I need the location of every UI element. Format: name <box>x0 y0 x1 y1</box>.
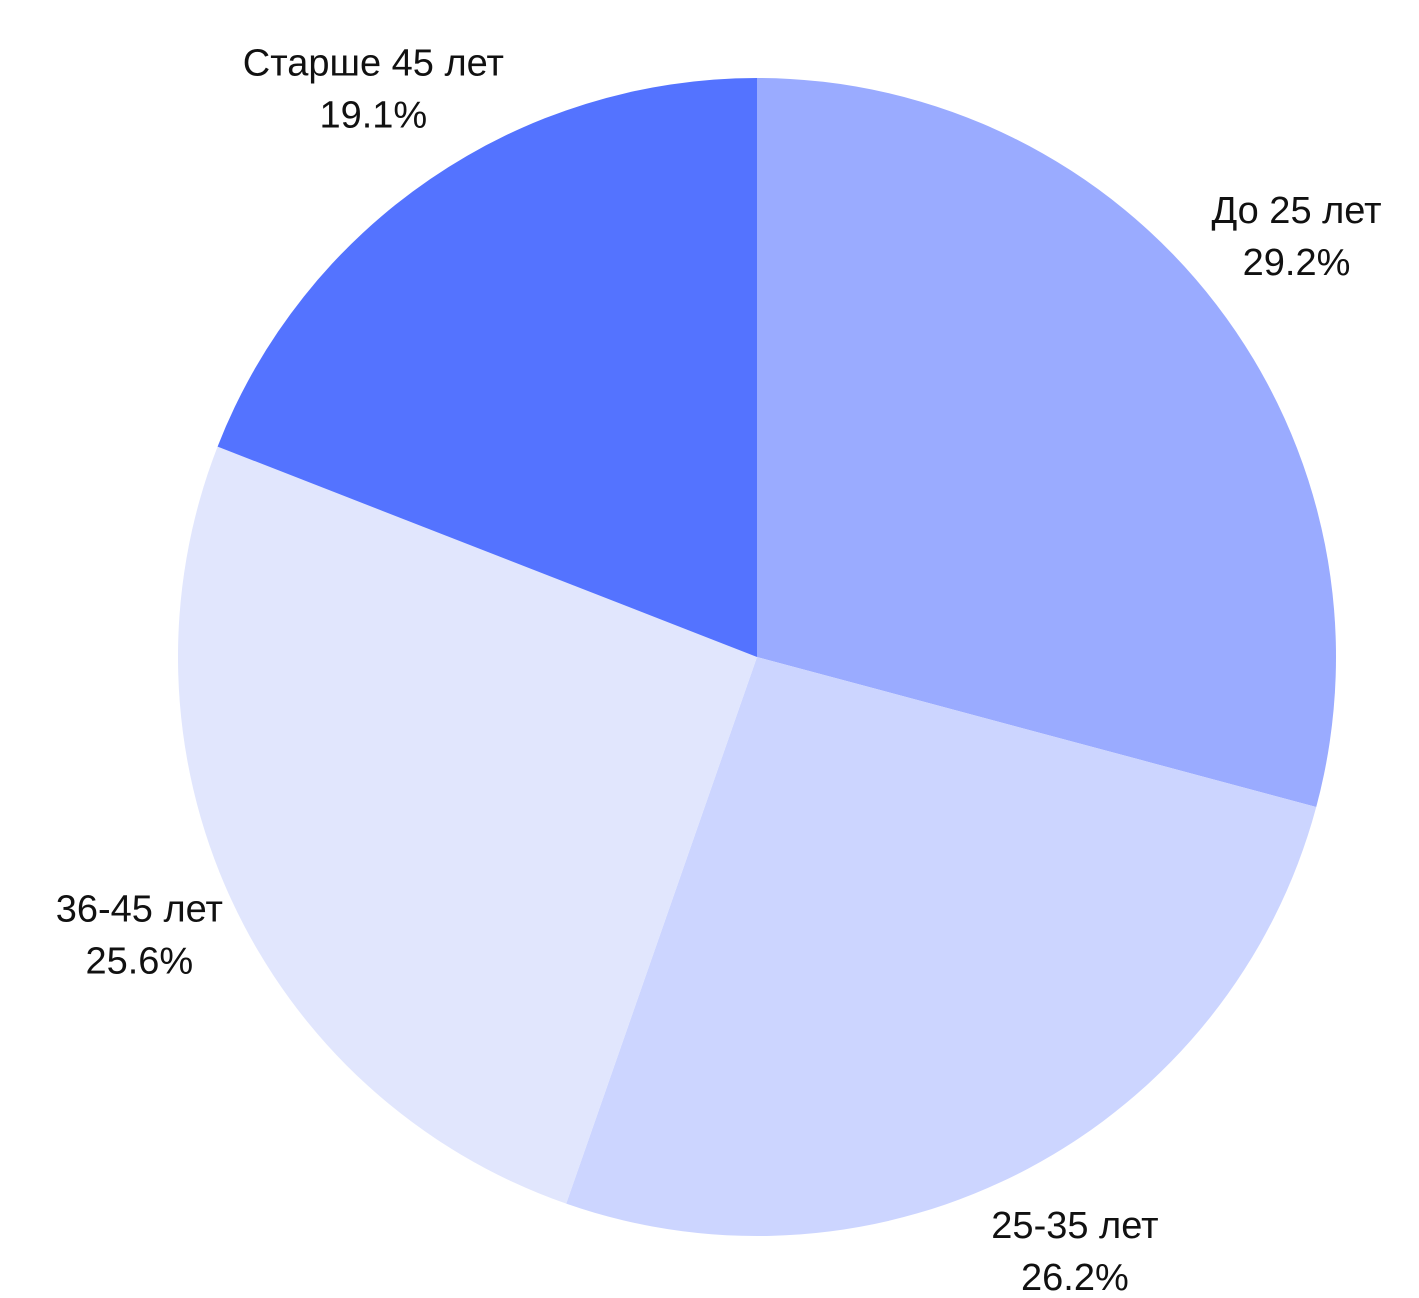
pie-slice <box>566 657 1317 1236</box>
pie-slice <box>217 78 757 657</box>
pie-slice <box>177 446 757 1204</box>
slice-value-label: 26.2% <box>1021 1257 1129 1298</box>
slice-value-label: 29.2% <box>1243 242 1351 284</box>
slice-label: 36-45 лет <box>56 888 223 930</box>
slice-label: 25-35 лет <box>991 1205 1158 1247</box>
pie-slice <box>757 78 1336 808</box>
slice-label: До 25 лет <box>1211 190 1381 232</box>
slice-label: Старше 45 лет <box>243 43 504 85</box>
slice-value-label: 19.1% <box>319 95 427 137</box>
slice-value-label: 25.6% <box>85 940 193 982</box>
